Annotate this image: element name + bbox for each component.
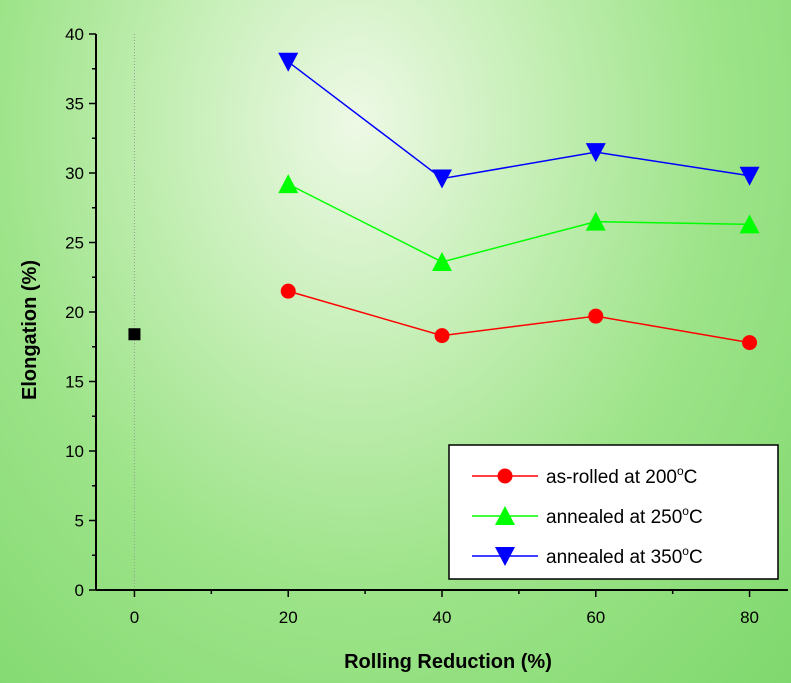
x-tick-label: 80 <box>740 608 759 627</box>
data-point-0 <box>280 283 296 299</box>
legend-label-0: as-rolled at 200oC <box>546 464 697 488</box>
data-point-1 <box>739 214 760 234</box>
y-tick-label: 10 <box>65 442 84 461</box>
series-line-2 <box>287 61 750 180</box>
data-point-0 <box>742 335 758 351</box>
data-point-2 <box>278 52 299 72</box>
x-tick-label: 20 <box>279 608 298 627</box>
x-tick-label: 60 <box>586 608 605 627</box>
data-point-0 <box>588 308 604 324</box>
data-point-1 <box>278 174 299 194</box>
y-tick-label: 5 <box>75 512 84 531</box>
legend-label-2: annealed at 350oC <box>546 544 703 568</box>
data-point-0 <box>434 328 450 344</box>
y-tick-label: 15 <box>65 373 84 392</box>
data-point-1 <box>585 211 606 231</box>
y-tick-label: 40 <box>65 25 84 44</box>
legend-marker-2 <box>495 547 515 566</box>
legend-label-1: annealed at 250oC <box>546 504 703 528</box>
x-axis-title: Rolling Reduction (%) <box>344 651 552 673</box>
data-point-2 <box>585 143 606 163</box>
baseline-point <box>128 328 141 341</box>
data-point-2 <box>739 166 760 186</box>
legend-marker-1 <box>495 506 515 525</box>
data-point-2 <box>432 169 452 189</box>
y-axis-title: Elongation (%) <box>19 260 41 400</box>
legend: as-rolled at 200oC annealed at 250oC annea… <box>448 444 779 580</box>
x-tick-label: 40 <box>433 608 452 627</box>
series-line-1 <box>287 183 750 263</box>
y-tick-label: 20 <box>65 303 84 322</box>
x-tick-label: 0 <box>130 608 139 627</box>
y-tick-label: 25 <box>65 234 84 253</box>
legend-marker-0 <box>497 468 513 484</box>
data-point-1 <box>432 251 452 271</box>
y-tick-label: 35 <box>65 95 84 114</box>
y-tick-label: 30 <box>65 164 84 183</box>
series-line-0 <box>288 290 750 344</box>
y-tick-label: 0 <box>75 581 84 600</box>
